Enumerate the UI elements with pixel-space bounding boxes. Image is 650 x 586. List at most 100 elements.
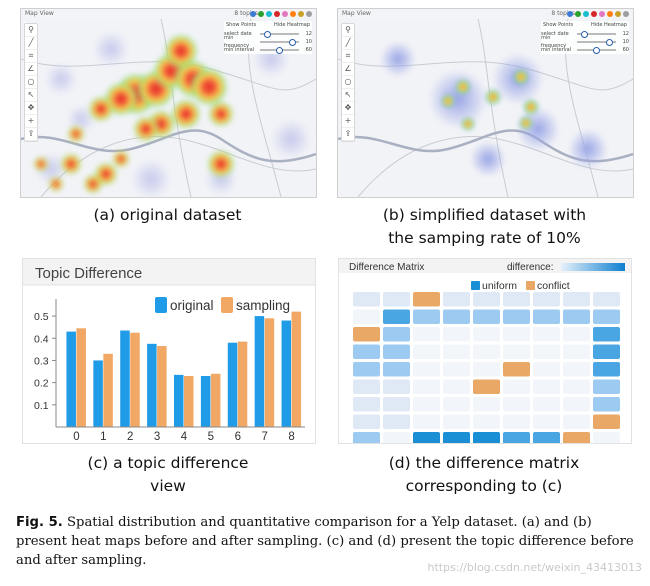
difference-matrix-panel: Difference Matrix difference: uniform co… (338, 258, 632, 447)
topic-dot-5[interactable] (290, 11, 296, 17)
matrix-cell (533, 327, 560, 342)
topic-difference-panel: Topic Difference original sampling 0.1 0.2… (22, 258, 316, 444)
plus-icon[interactable]: + (25, 115, 37, 128)
topic-dot-7[interactable] (623, 11, 629, 17)
caption-c-line1: (c) a topic difference (87, 454, 249, 472)
map-toolbar: ⚲ ╱ ⌗ ∠ ○ ↖ ✥ + ⇪ (341, 23, 355, 142)
bar-original-8 (281, 320, 292, 427)
matrix-cell (473, 327, 500, 342)
topic-dot-1[interactable] (575, 11, 581, 17)
caption-d-line2: corresponding to (c) (405, 477, 563, 495)
matrix-cell (533, 292, 560, 307)
topic-dot-0[interactable] (250, 11, 256, 17)
matrix-cell (353, 397, 380, 412)
topic-dot-3[interactable] (274, 11, 280, 17)
chart-title: Topic Difference (35, 265, 142, 282)
figure-label: Fig. 5. (16, 515, 63, 530)
matrix-cell (353, 292, 380, 307)
hide-heatmap-button[interactable]: Hide Heatmap (591, 22, 627, 28)
show-points-button[interactable]: Show Points (543, 22, 574, 28)
matrix-cell (533, 309, 560, 324)
upload-icon[interactable]: ⇪ (25, 128, 37, 141)
topic-dot-4[interactable] (599, 11, 605, 17)
topic-dot-2[interactable] (266, 11, 272, 17)
bar-original-7 (254, 316, 265, 427)
select-date-slider[interactable]: select date 12 (541, 31, 629, 38)
show-points-button[interactable]: Show Points (226, 22, 257, 28)
pin-icon[interactable]: ⚲ (342, 24, 354, 37)
matrix-cell (593, 379, 620, 394)
topic-color-dots[interactable] (567, 11, 629, 17)
legend-swatch-sampling (221, 297, 233, 313)
pin-icon[interactable]: ⚲ (25, 24, 37, 37)
matrix-cell (563, 379, 590, 394)
crop-icon[interactable]: ⌗ (342, 50, 354, 63)
topic-dot-6[interactable] (615, 11, 621, 17)
matrix-cell (593, 397, 620, 412)
matrix-cell (353, 362, 380, 377)
topic-dot-7[interactable] (306, 11, 312, 17)
matrix-cells (353, 292, 620, 447)
matrix-cell (443, 414, 470, 429)
topic-dot-1[interactable] (258, 11, 264, 17)
matrix-cell (533, 414, 560, 429)
matrix-cell (593, 362, 620, 377)
x-tick-label: 3 (154, 431, 160, 443)
matrix-cell (383, 292, 410, 307)
plus-icon[interactable]: + (342, 115, 354, 128)
topic-dot-6[interactable] (298, 11, 304, 17)
matrix-cell (443, 432, 470, 447)
move-icon[interactable]: ✥ (342, 102, 354, 115)
topic-dot-3[interactable] (591, 11, 597, 17)
min-interval-slider[interactable]: min interval 60 (541, 47, 629, 54)
circle-icon[interactable]: ○ (342, 76, 354, 89)
pointer-icon[interactable]: ↖ (25, 89, 37, 102)
min-frequency-slider[interactable]: min frequency 10 (541, 35, 629, 49)
map-title: Map View (342, 10, 371, 17)
upload-icon[interactable]: ⇪ (342, 128, 354, 141)
matrix-cell (503, 327, 530, 342)
bar-sampling-5 (210, 373, 221, 427)
matrix-cell (383, 432, 410, 447)
matrix-cell (503, 414, 530, 429)
circle-icon[interactable]: ○ (25, 76, 37, 89)
map-toolbar: ⚲ ╱ ⌗ ∠ ○ ↖ ✥ + ⇪ (24, 23, 38, 142)
angle-icon[interactable]: ∠ (342, 63, 354, 76)
caption-d-line1: (d) the difference matrix (388, 454, 580, 472)
hide-heatmap-button[interactable]: Hide Heatmap (274, 22, 310, 28)
topic-dot-4[interactable] (282, 11, 288, 17)
matrix-cell (593, 414, 620, 429)
matrix-cell (413, 344, 440, 359)
map-panel-sampled: Map View 8 topics (337, 8, 634, 198)
bar-original-3 (147, 343, 157, 427)
crop-icon[interactable]: ⌗ (25, 50, 37, 63)
matrix-cell (473, 309, 500, 324)
matrix-cell (563, 309, 590, 324)
matrix-cell (443, 397, 470, 412)
bar-original-6 (227, 342, 238, 427)
map-panel-original: Map View 8 topics (20, 8, 317, 198)
map-controls: Show Points Hide Heatmap select date 12 m… (541, 21, 629, 54)
matrix-cell (473, 292, 500, 307)
legend-swatch-original (155, 297, 167, 313)
matrix-cell (563, 327, 590, 342)
min-interval-slider[interactable]: min interval 60 (224, 47, 312, 54)
topic-color-dots[interactable] (250, 11, 312, 17)
legend-label-sampling: sampling (236, 298, 290, 313)
map-title: Map View (25, 10, 54, 17)
line-icon[interactable]: ╱ (342, 37, 354, 50)
move-icon[interactable]: ✥ (25, 102, 37, 115)
matrix-cell (383, 379, 410, 394)
matrix-cell (473, 397, 500, 412)
topic-dot-0[interactable] (567, 11, 573, 17)
line-icon[interactable]: ╱ (25, 37, 37, 50)
angle-icon[interactable]: ∠ (25, 63, 37, 76)
select-date-slider[interactable]: select date 12 (224, 31, 312, 38)
caption-b-line2: the samping rate of 10% (388, 229, 581, 247)
pointer-icon[interactable]: ↖ (342, 89, 354, 102)
matrix-cell (473, 379, 500, 394)
topics-count: 8 topics (551, 10, 575, 17)
topic-dot-5[interactable] (607, 11, 613, 17)
topic-dot-2[interactable] (583, 11, 589, 17)
min-frequency-slider[interactable]: min frequency 10 (224, 35, 312, 49)
